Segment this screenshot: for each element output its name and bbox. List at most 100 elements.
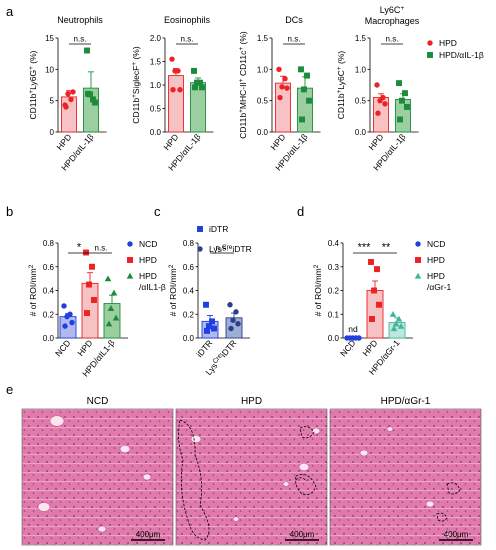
data-point: [68, 96, 74, 103]
x-tick-label: NCD: [53, 338, 73, 359]
significance-label: n.s.: [386, 35, 399, 44]
vessel: [298, 462, 310, 472]
y-axis-label: CD11b+Ly6C+ (%): [336, 51, 347, 120]
legend-c-idtr-label: iDTR: [209, 224, 228, 234]
data-point: [402, 90, 408, 97]
y-tick-label: 0.0: [257, 128, 269, 137]
y-axis-label: CD11b+Ly6G+ (%): [28, 50, 39, 119]
data-point: [233, 309, 239, 315]
vessel: [49, 415, 65, 427]
scale-bar-label: 400μm: [290, 530, 315, 539]
data-point: [282, 76, 288, 82]
data-point: [194, 79, 200, 86]
legend-d-hpd-marker: [415, 257, 421, 263]
vessel: [359, 449, 369, 457]
bar: [297, 87, 313, 133]
legend-b-hpd-marker: [127, 257, 133, 263]
data-point: [90, 96, 96, 103]
y-tick-label: 5: [50, 97, 55, 106]
legend-d-hpd-label: HPD: [427, 255, 445, 265]
y-tick-label: 0: [50, 128, 55, 137]
data-point: [86, 281, 92, 288]
data-point: [172, 68, 178, 74]
y-axis-label: CD11b+SiglecF+ (%): [131, 46, 142, 124]
y-tick-label: 0.5: [150, 105, 162, 114]
legend-d-agr1-label: HPD: [427, 271, 445, 281]
x-tick-label: HPD: [161, 132, 180, 152]
significance-label: n.s.: [288, 35, 301, 44]
histology-image: [175, 408, 328, 546]
data-point: [377, 97, 383, 104]
data-point: [369, 316, 375, 322]
y-axis-label: CD11b+MHC-II+ CD11c+ (%): [238, 31, 249, 139]
data-point: [61, 303, 67, 309]
legend-d-ncd-label: NCD: [427, 239, 445, 249]
panel-label-d: d: [297, 204, 304, 219]
vessel: [282, 481, 290, 487]
data-point: [92, 99, 98, 106]
y-tick-label: 1.5: [257, 34, 269, 43]
panel-label-a: a: [6, 4, 14, 19]
data-point: [227, 302, 233, 308]
legend-b-ncd-label: NCD: [139, 239, 157, 249]
data-point: [395, 315, 403, 322]
data-point: [298, 66, 304, 73]
panel-label-e: e: [6, 382, 13, 397]
legend-b-ncd-marker: [127, 241, 133, 247]
data-point: [399, 97, 405, 104]
data-point: [169, 56, 175, 62]
significance-label: **: [382, 242, 391, 254]
chart-title: Ly6C+: [380, 5, 405, 16]
y-tick-label: 2.0: [150, 34, 162, 43]
data-point: [63, 104, 69, 110]
chart-title: DCs: [285, 15, 303, 25]
y-tick-label: 0.3: [328, 263, 340, 272]
data-point: [104, 275, 112, 282]
data-point: [228, 325, 234, 332]
vessel: [232, 516, 240, 522]
y-tick-label: 0.2: [328, 287, 340, 296]
legend-c-idtr-marker: [197, 226, 203, 232]
roi-outline: [446, 482, 461, 495]
data-point: [284, 85, 290, 91]
data-point: [206, 323, 212, 330]
y-tick-label: 0.2: [183, 310, 195, 319]
vessel: [142, 473, 152, 481]
legend-a-hpd-marker: [427, 40, 433, 46]
y-tick-label: 0.0: [183, 334, 195, 343]
vessel: [425, 500, 435, 508]
y-tick-label: 0.0: [43, 334, 55, 343]
significance-label: *: [77, 242, 82, 254]
chart-title: Neutrophils: [57, 15, 103, 25]
y-tick-label: 0.8: [43, 239, 55, 248]
data-point: [356, 335, 362, 341]
data-point: [374, 266, 380, 273]
data-point: [301, 86, 307, 93]
y-tick-label: 0.8: [183, 239, 195, 248]
data-point: [203, 301, 209, 308]
roi-outline: [295, 473, 317, 496]
y-tick-label: 0.0: [328, 334, 340, 343]
data-point: [65, 91, 71, 97]
y-tick-label: 1.5: [355, 34, 367, 43]
y-tick-label: 1.0: [355, 65, 367, 74]
data-point: [83, 249, 89, 256]
data-point: [404, 103, 410, 110]
legend-b-il1b-marker: [126, 272, 134, 279]
y-tick-label: 0.0: [355, 128, 367, 137]
x-tick-label: HPD: [54, 132, 73, 152]
y-tick-label: 1.0: [257, 65, 269, 74]
vessel: [37, 502, 51, 512]
data-point: [374, 82, 380, 88]
data-point: [85, 90, 91, 97]
y-tick-label: 0.5: [257, 97, 269, 106]
data-point: [392, 320, 400, 327]
roi-outline: [299, 426, 315, 439]
legend-d-agr1-label-2: /αGr-1: [427, 282, 452, 292]
data-point: [306, 97, 312, 104]
data-point: [211, 325, 217, 332]
y-tick-label: 0.2: [43, 310, 55, 319]
data-point: [69, 319, 75, 326]
y-tick-label: 0.4: [43, 287, 55, 296]
data-point: [204, 327, 210, 334]
